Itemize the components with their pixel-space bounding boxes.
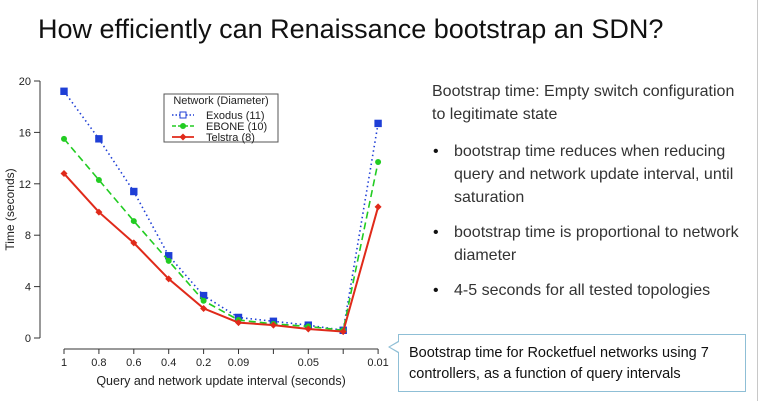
data-point-marker <box>200 304 208 312</box>
legend-label: Exodus (11) <box>206 110 265 122</box>
y-tick-label: 4 <box>25 282 31 294</box>
data-point-marker <box>61 135 67 142</box>
legend-marker <box>179 111 187 119</box>
y-tick-label: 16 <box>19 127 31 139</box>
legend-marker <box>179 133 187 141</box>
figure-caption-callout: Bootstrap time for Rocketfuel networks u… <box>398 334 746 392</box>
x-tick-label: 0.8 <box>91 357 106 369</box>
data-point-marker <box>339 328 347 336</box>
series-telstra-8 <box>60 170 382 336</box>
slide-edge-divider <box>757 0 758 401</box>
chart-axes: 0 4 8 12 16 20 Time (seconds) 1 0.8 0.6 0.4 0.2 0.09… <box>3 76 389 388</box>
y-tick-label: 12 <box>19 179 31 191</box>
legend-marker <box>180 123 186 129</box>
legend-title: Network (Diameter) <box>173 95 268 107</box>
x-tick-label: 0.09 <box>228 357 249 369</box>
bullet-dot-icon: • <box>433 224 439 241</box>
data-point-marker <box>235 319 242 327</box>
panel-heading: Bootstrap time: Empty switch configurati… <box>432 83 735 123</box>
data-point-marker <box>95 208 103 216</box>
bullet-text: bootstrap time reduces when reducing que… <box>454 143 734 206</box>
callout-text: Bootstrap time for Rocketfuel networks u… <box>409 345 709 382</box>
bullet-item: • bootstrap time reduces when reducing q… <box>432 140 750 209</box>
callout-pointer-fill <box>390 342 399 352</box>
y-tick-label: 20 <box>19 76 31 88</box>
data-point-marker <box>269 321 277 329</box>
data-point-marker <box>200 297 207 304</box>
data-point-marker <box>374 203 382 211</box>
chart-legend: Network (Diameter) Exodus (11)EBONE (10)… <box>163 93 279 144</box>
bullet-dot-icon: • <box>433 143 439 160</box>
data-point-marker <box>375 158 382 165</box>
data-point-marker <box>130 239 138 247</box>
data-point-marker <box>95 135 103 143</box>
legend-label: Telstra (8) <box>206 132 255 144</box>
x-axis-label: Query and network update interval (secon… <box>96 374 345 388</box>
chart-series <box>60 87 382 336</box>
x-tick-label: 0.4 <box>161 357 176 369</box>
data-point-marker <box>165 257 172 264</box>
y-tick-label: 0 <box>25 333 31 345</box>
series-line <box>63 138 379 332</box>
data-point-marker <box>165 275 173 283</box>
data-point-marker <box>374 119 382 128</box>
summary-panel: Bootstrap time: Empty switch configurati… <box>432 80 750 314</box>
data-point-marker <box>130 187 138 196</box>
x-tick-label: 1 <box>61 357 67 369</box>
x-tick-label: 0.6 <box>126 357 141 369</box>
x-tick-label: 0.01 <box>367 357 388 369</box>
series-ebone-10 <box>61 135 382 334</box>
series-line <box>63 172 380 333</box>
slide-title: How efficiently can Renaissance bootstra… <box>38 14 664 44</box>
data-point-marker <box>60 87 68 95</box>
x-tick-label: 0.05 <box>298 357 319 369</box>
x-tick-label: 0.2 <box>196 357 211 369</box>
bullet-text: 4-5 seconds for all tested topologies <box>454 282 711 299</box>
data-point-marker <box>95 176 102 183</box>
bullet-list: • bootstrap time reduces when reducing q… <box>432 140 750 302</box>
bullet-dot-icon: • <box>433 282 439 299</box>
series-line <box>63 90 379 332</box>
data-point-marker <box>304 325 312 333</box>
bullet-text: bootstrap time is proportional to networ… <box>454 224 739 264</box>
bullet-item: • 4-5 seconds for all tested topologies <box>432 279 750 302</box>
y-axis-label: Time (seconds) <box>3 168 17 250</box>
data-point-marker <box>130 218 137 225</box>
legend-label: EBONE (10) <box>206 121 267 133</box>
data-point-marker <box>60 170 68 178</box>
y-tick-label: 8 <box>25 230 31 242</box>
bullet-item: • bootstrap time is proportional to netw… <box>432 221 750 267</box>
